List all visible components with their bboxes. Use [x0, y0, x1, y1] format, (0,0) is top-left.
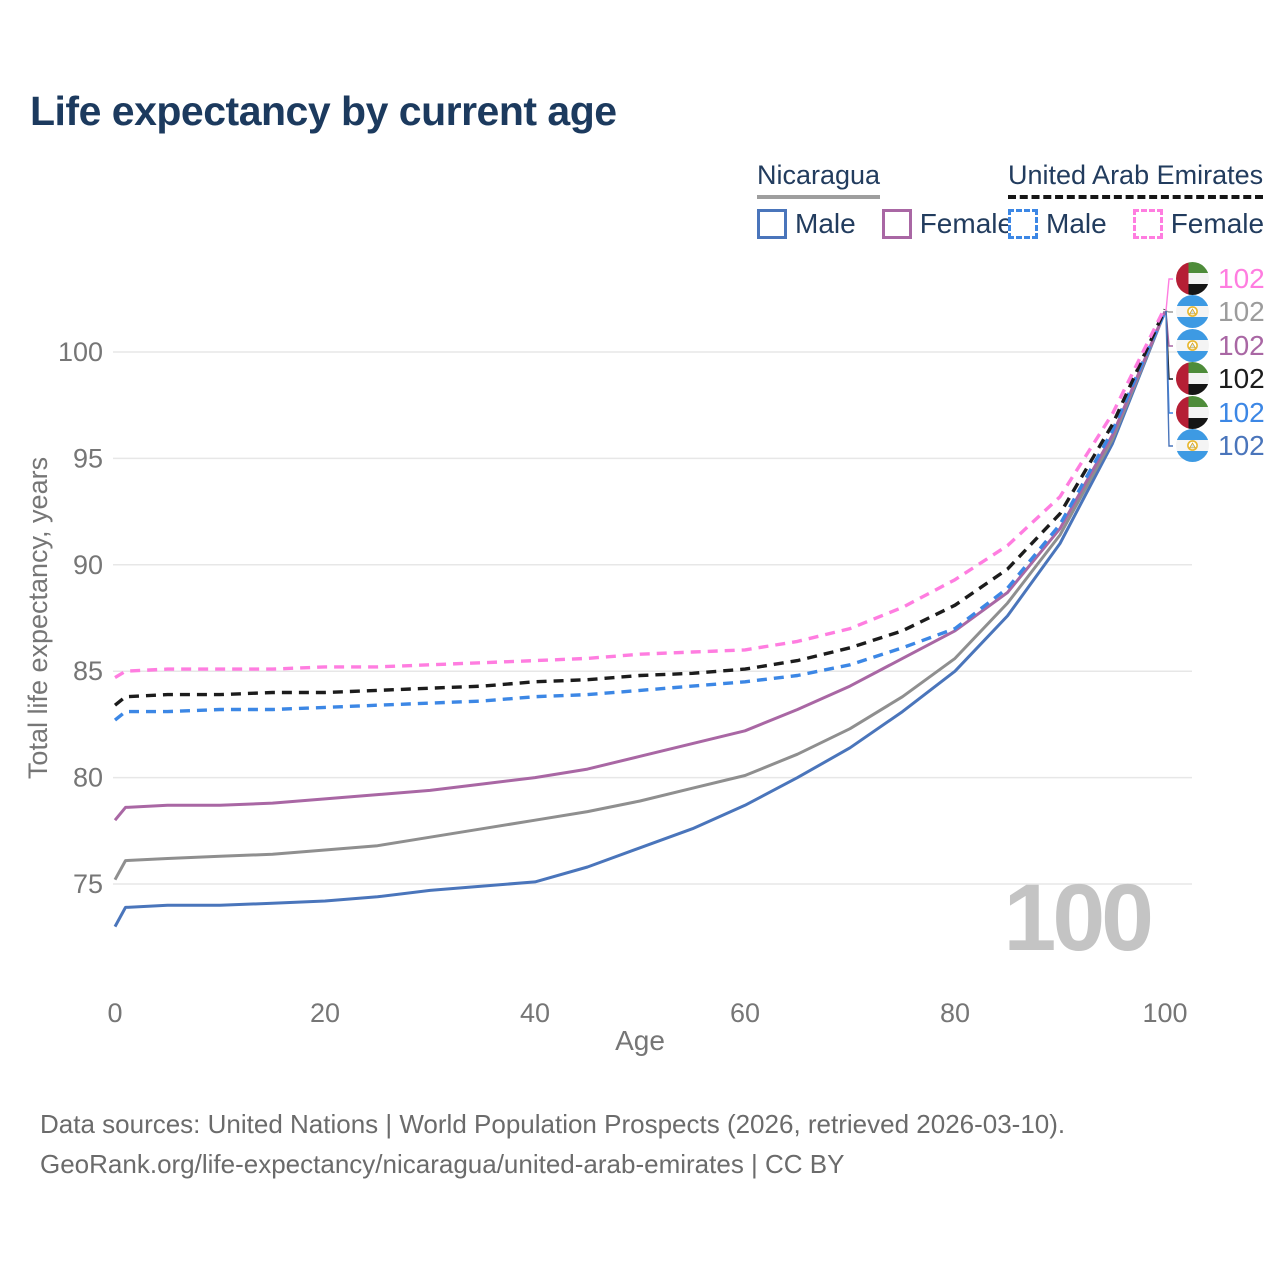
end-label-row: 102: [1176, 396, 1265, 429]
legend-label: Male: [1046, 208, 1107, 239]
age-watermark: 100: [1003, 865, 1150, 971]
y-axis-title: Total life expectancy, years: [23, 457, 53, 779]
leader-line: [1165, 278, 1173, 312]
series-line-nicaragua-male: [113, 311, 1167, 928]
nicaragua-flag-icon: [1176, 429, 1209, 462]
y-tick-label: 80: [73, 763, 103, 793]
end-value-label: 102: [1218, 429, 1265, 461]
legend-label: Male: [795, 208, 856, 239]
end-value-label: 102: [1218, 329, 1265, 361]
end-label-row: 102: [1176, 429, 1265, 462]
leader-line: [1165, 310, 1173, 313]
y-tick-label: 75: [73, 869, 103, 899]
legend-label: Female: [1170, 208, 1265, 239]
legend-group-uae: United Arab Emirates Male Female: [1008, 160, 1280, 240]
page-title: Life expectancy by current age: [30, 88, 617, 134]
legend-item-nicaragua-male[interactable]: Male: [757, 208, 856, 240]
end-label-row: 102: [1176, 329, 1265, 362]
x-tick-label: 100: [1142, 998, 1187, 1028]
end-label-row: 102: [1176, 295, 1265, 328]
nicaragua-flag-icon: [1176, 295, 1209, 328]
x-tick-label: 0: [107, 998, 122, 1028]
nicaragua-male-swatch-icon: [757, 209, 787, 239]
end-value-label: 102: [1218, 396, 1265, 428]
footer: Data sources: United Nations | World Pop…: [40, 1104, 1065, 1184]
uae-female-swatch-icon: [1132, 209, 1163, 239]
x-axis-title: Age: [615, 1025, 665, 1056]
legend-group-nicaragua: Nicaragua Male Female: [757, 160, 1031, 240]
x-tick-label: 20: [310, 998, 340, 1028]
uae-male-swatch-icon: [1008, 209, 1038, 239]
y-tick-label: 85: [73, 656, 103, 686]
x-tick-label: 80: [940, 998, 970, 1028]
uae-flag-icon: [1176, 362, 1209, 395]
end-label-row: 102: [1176, 362, 1265, 395]
legend-item-uae-male[interactable]: Male: [1008, 208, 1107, 240]
legend-country-uae: United Arab Emirates: [1008, 160, 1264, 199]
series-line-nicaragua-female: [113, 311, 1167, 822]
y-tick-label: 100: [58, 337, 103, 367]
uae-flag-icon: [1176, 262, 1209, 295]
series-line-united-arab-emirates-both-sexes: [113, 308, 1167, 707]
end-value-label: 102: [1218, 295, 1265, 327]
uae-flag-icon: [1176, 396, 1209, 429]
attribution-text: GeoRank.org/life-expectancy/nicaragua/un…: [40, 1149, 845, 1179]
legend-item-nicaragua-female[interactable]: Female: [881, 208, 1014, 240]
legend-country-nicaragua: Nicaragua: [757, 160, 881, 199]
nicaragua-female-swatch-icon: [881, 209, 912, 239]
series-line-united-arab-emirates-male: [113, 310, 1167, 722]
nicaragua-flag-icon: [1176, 329, 1209, 362]
end-label-row: 102: [1176, 262, 1265, 295]
end-value-label: 102: [1218, 362, 1265, 394]
legend-item-uae-female[interactable]: Female: [1132, 208, 1265, 240]
y-tick-label: 95: [73, 443, 103, 473]
legend-label: Female: [919, 208, 1014, 239]
x-tick-label: 60: [730, 998, 760, 1028]
series-line-nicaragua-both-sexes: [113, 311, 1167, 881]
x-tick-label: 40: [520, 998, 550, 1028]
end-value-label: 102: [1218, 262, 1265, 294]
leader-line: [1165, 310, 1173, 447]
y-tick-label: 90: [73, 550, 103, 580]
data-sources-text: Data sources: United Nations | World Pop…: [40, 1109, 1066, 1139]
series-line-united-arab-emirates-female: [114, 306, 1167, 680]
